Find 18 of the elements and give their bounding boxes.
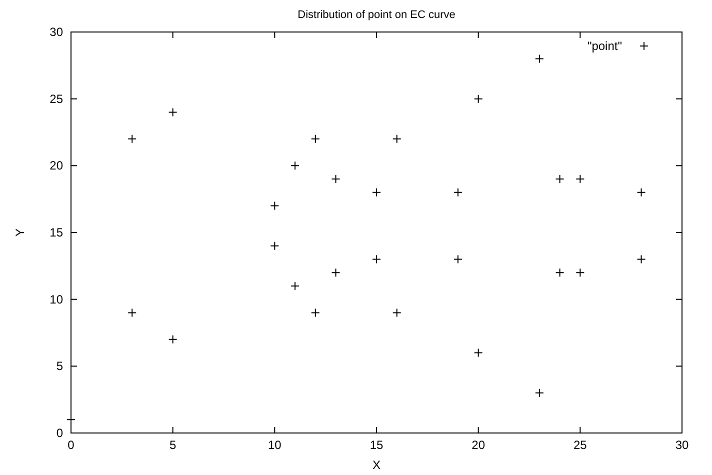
y-tick-label: 20 [50, 158, 64, 173]
x-tick-label: 5 [169, 438, 176, 452]
y-tick-label: 10 [50, 292, 64, 306]
x-axis-title: X [372, 458, 381, 472]
x-tick-label: 25 [573, 438, 588, 452]
y-axis-title: Y [13, 228, 27, 237]
x-tick-label: 20 [472, 438, 486, 452]
y-tick-label: 25 [50, 92, 64, 106]
x-tick-label: 10 [268, 438, 282, 452]
x-tick-label: 15 [370, 438, 384, 452]
y-tick-label: 0 [56, 426, 64, 440]
x-tick-label: 30 [675, 438, 689, 452]
y-tick-label: 5 [56, 359, 64, 374]
y-tick-label: 15 [50, 226, 64, 240]
chart-title: Distribution of point on EC curve [298, 9, 456, 21]
y-tick-label: 30 [50, 25, 64, 39]
x-tick-label: 0 [68, 438, 75, 452]
legend-label: "point" [587, 39, 622, 53]
